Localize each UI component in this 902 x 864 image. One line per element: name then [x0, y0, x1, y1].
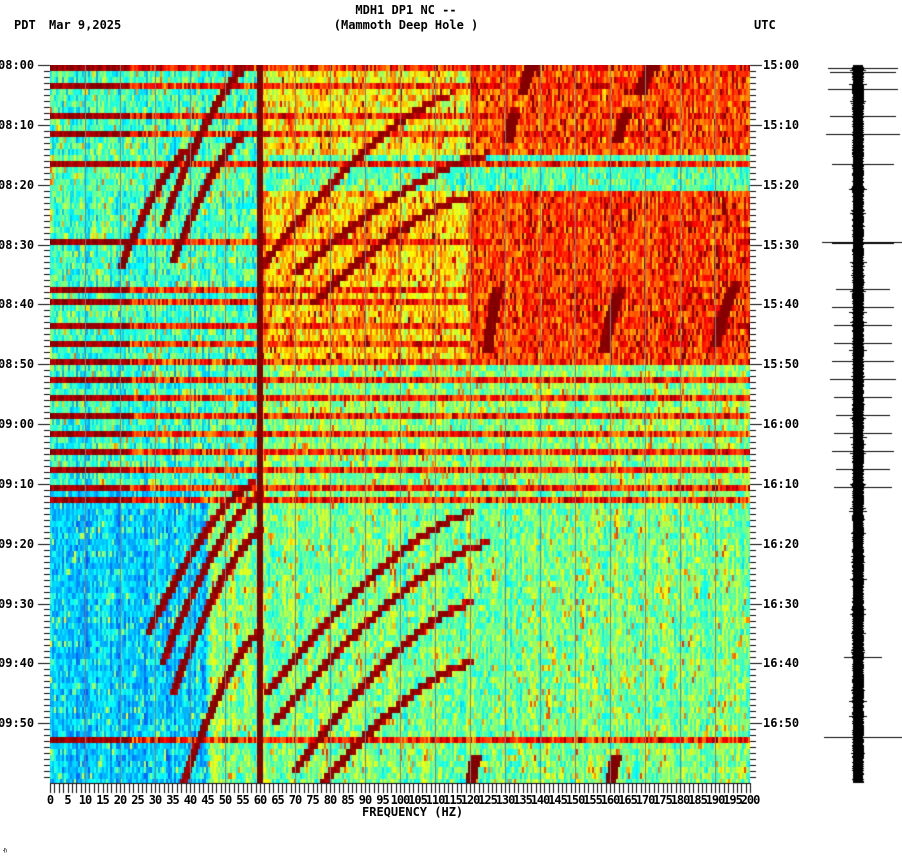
y-tick-label-right: 16:40	[763, 656, 800, 670]
y-tick-label-right: 16:30	[763, 597, 800, 611]
x-tick-label: 20	[113, 793, 127, 807]
x-tick-label: 25	[131, 793, 144, 807]
y-tick-label-right: 15:20	[763, 178, 800, 192]
x-tick-label: 185	[688, 793, 708, 807]
x-tick-label: 5	[64, 793, 71, 807]
x-tick-label: 105	[408, 793, 428, 807]
x-axis-title: FREQUENCY (HZ)	[362, 805, 464, 819]
x-tick-label: 170	[635, 793, 656, 807]
x-tick-label: 135	[513, 793, 533, 807]
x-tick-label: 195	[723, 793, 743, 807]
seismogram-trace	[812, 60, 902, 790]
y-tick-label-right: 16:50	[763, 716, 800, 730]
x-tick-label: 50	[218, 793, 232, 807]
y-tick-label-left: 08:50	[0, 357, 35, 371]
y-tick-label-right: 16:20	[763, 537, 800, 551]
station-code-title: MDH1 DP1 NC --	[355, 3, 457, 17]
x-tick-label: 115	[443, 793, 463, 807]
x-tick-label: 40	[183, 793, 197, 807]
x-tick-label: 55	[236, 793, 249, 807]
right-timezone-label: UTC	[754, 18, 776, 32]
x-tick-label: 120	[460, 793, 481, 807]
x-tick-label: 90	[358, 793, 372, 807]
y-tick-label-right: 15:30	[763, 238, 800, 252]
y-tick-label-left: 09:20	[0, 537, 35, 551]
x-tick-label: 15	[96, 793, 109, 807]
date-label: Mar 9,2025	[49, 18, 122, 32]
y-tick-label-left: 09:00	[0, 417, 35, 431]
x-tick-label: 10	[78, 793, 92, 807]
spectrogram-heatmap	[50, 65, 750, 783]
left-timezone-label: PDT	[14, 18, 36, 32]
x-tick-label: 100	[390, 793, 411, 807]
x-tick-label: 45	[201, 793, 214, 807]
x-tick-label: 70	[288, 793, 302, 807]
y-tick-label-left: 08:00	[0, 58, 35, 72]
y-tick-label-left: 08:20	[0, 178, 35, 192]
x-tick-label: 65	[271, 793, 284, 807]
x-tick-label: 165	[618, 793, 638, 807]
x-tick-label: 155	[583, 793, 603, 807]
x-tick-label: 85	[341, 793, 354, 807]
x-tick-label: 30	[148, 793, 162, 807]
x-tick-label: 80	[323, 793, 337, 807]
x-tick-label: 60	[253, 793, 267, 807]
x-tick-label: 200	[740, 793, 761, 807]
x-tick-label: 160	[600, 793, 621, 807]
x-tick-label: 95	[376, 793, 389, 807]
x-tick-label: 75	[306, 793, 319, 807]
x-tick-label: 150	[565, 793, 586, 807]
y-tick-label-left: 08:10	[0, 118, 35, 132]
station-name-title: (Mammoth Deep Hole )	[333, 18, 479, 32]
x-tick-label: 175	[653, 793, 673, 807]
y-tick-label-right: 16:10	[763, 477, 800, 491]
y-tick-label-right: 16:00	[763, 417, 800, 431]
x-tick-label: 190	[705, 793, 726, 807]
y-tick-label-left: 09:50	[0, 716, 35, 730]
y-tick-label-left: 09:30	[0, 597, 35, 611]
x-tick-label: 35	[166, 793, 179, 807]
x-tick-label: 0	[46, 793, 54, 807]
y-tick-label-left: 08:30	[0, 238, 35, 252]
corner-mark: ᠊ᡅ	[3, 847, 8, 855]
y-tick-label-right: 15:40	[763, 297, 800, 311]
x-tick-label: 180	[670, 793, 691, 807]
y-tick-label-right: 15:10	[763, 118, 800, 132]
y-tick-label-right: 15:00	[763, 58, 800, 72]
x-tick-label: 110	[425, 793, 446, 807]
x-tick-label: 130	[495, 793, 516, 807]
x-tick-label: 125	[478, 793, 498, 807]
y-tick-label-left: 08:40	[0, 297, 35, 311]
x-tick-label: 145	[548, 793, 568, 807]
y-tick-label-right: 15:50	[763, 357, 800, 371]
y-tick-label-left: 09:40	[0, 656, 35, 670]
y-tick-label-left: 09:10	[0, 477, 35, 491]
x-tick-label: 140	[530, 793, 551, 807]
